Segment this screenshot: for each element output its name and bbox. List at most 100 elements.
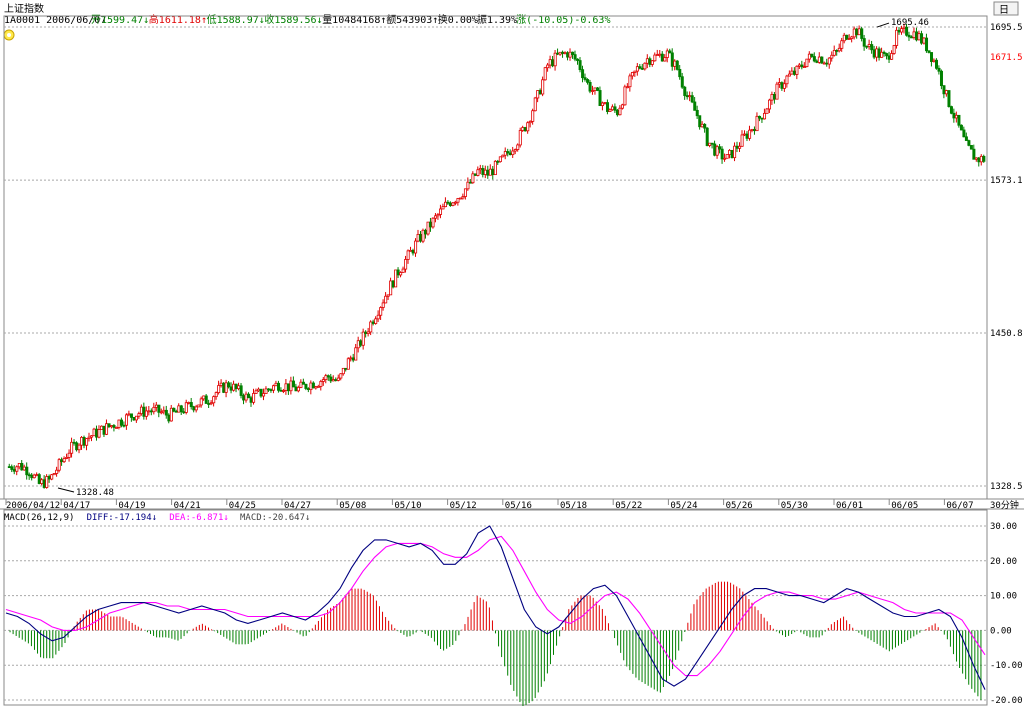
candle-body: [501, 154, 505, 158]
gear-icon[interactable]: [3, 29, 15, 41]
candle-body: [523, 127, 527, 132]
candle-body: [291, 380, 295, 388]
macd-lines: [5, 525, 986, 690]
candle-body: [698, 115, 702, 128]
candle-body: [927, 50, 931, 53]
candle-body: [942, 85, 946, 95]
candle-body: [376, 314, 380, 320]
macd-legend-item: DEA:-6.871↓: [169, 513, 229, 523]
candle-body: [835, 49, 839, 52]
candle-body: [384, 295, 388, 304]
candle-body: [299, 381, 303, 388]
candle-body: [20, 462, 24, 471]
candle-body: [670, 52, 674, 67]
candle-body: [606, 102, 610, 112]
candle-body: [144, 410, 148, 417]
macd-grid: [4, 525, 987, 701]
candle-body: [127, 413, 131, 416]
candle-body: [436, 214, 440, 217]
candle-body: [576, 58, 580, 61]
candle-body: [922, 37, 926, 44]
candle-body: [304, 383, 308, 389]
candle-body: [795, 65, 799, 75]
annotation-leader: [876, 22, 890, 28]
candle-body: [279, 389, 283, 392]
header-field: 低1588.97↓: [207, 13, 265, 26]
candle-body: [282, 390, 286, 392]
candle-body: [182, 411, 186, 414]
candle-body: [12, 469, 16, 472]
candle-body: [419, 233, 423, 242]
candle-body: [167, 414, 171, 422]
candle-body: [441, 206, 445, 210]
candle-body: [476, 169, 480, 176]
candle-body: [149, 410, 153, 413]
candle-body: [202, 395, 206, 400]
candle-body: [957, 114, 961, 126]
header-field: 收1589.56↓: [264, 13, 322, 26]
macd-legend-item: MACD:-20.647↓: [240, 513, 310, 523]
candle-body: [179, 405, 183, 413]
candle-body: [374, 318, 378, 324]
candle-body: [115, 426, 119, 429]
candle-body: [862, 38, 866, 47]
candle-body: [954, 114, 958, 119]
candle-body: [825, 62, 829, 65]
candle-body: [309, 382, 313, 391]
candle-body: [197, 404, 201, 408]
candle-body: [381, 302, 385, 308]
header-field: 振1.39%: [477, 13, 517, 26]
candle-body: [518, 130, 522, 146]
candle-body: [356, 340, 360, 349]
x-tick-label: 2006/04/12: [6, 501, 60, 511]
candle-body: [239, 385, 243, 396]
candle-body: [229, 386, 233, 391]
candle-body: [877, 48, 881, 58]
candle-body: [932, 59, 936, 62]
candle-body: [947, 90, 951, 108]
candle-body: [660, 53, 664, 62]
candle-body: [915, 31, 919, 41]
candle-body: [267, 388, 271, 391]
candle-body: [341, 367, 345, 375]
candle-body: [506, 151, 510, 154]
candle-body: [763, 112, 767, 120]
candle-body: [855, 28, 859, 36]
candle-body: [887, 55, 891, 60]
candle-body: [90, 435, 94, 438]
macd-legend-item: DIFF:-17.194↓: [87, 513, 157, 523]
header-field: 开1599.47↓: [91, 15, 149, 26]
candle-body: [705, 127, 709, 146]
candle-body: [120, 419, 124, 426]
candle-body: [897, 29, 901, 33]
candle-body: [391, 280, 395, 288]
candle-body: [75, 442, 79, 451]
candle-body: [306, 388, 310, 391]
candle-body: [678, 69, 682, 78]
candle-body: [177, 405, 181, 413]
candle-body: [925, 37, 929, 52]
candle-body: [429, 221, 433, 228]
candle-body: [421, 229, 425, 242]
candle-body: [42, 479, 46, 488]
candle-body: [386, 294, 390, 297]
candle-body: [880, 51, 884, 58]
candle-body: [608, 109, 612, 112]
candle-body: [842, 34, 846, 42]
candle-body: [207, 403, 211, 405]
candle-body: [710, 142, 714, 145]
candle-body: [60, 459, 64, 463]
candle-body: [723, 157, 727, 160]
candle-body: [77, 444, 81, 451]
candle-body: [790, 70, 794, 75]
candle-body: [573, 54, 577, 60]
candle-body: [458, 197, 462, 200]
candle-body: [578, 60, 582, 71]
candle-body: [169, 407, 173, 422]
candle-body: [321, 379, 325, 382]
candle-body: [890, 53, 894, 60]
macd-y-tick-label: 10.00: [990, 592, 1017, 602]
day-period-button[interactable]: [993, 1, 1019, 16]
candle-body: [638, 66, 642, 69]
candle-body: [745, 133, 749, 139]
